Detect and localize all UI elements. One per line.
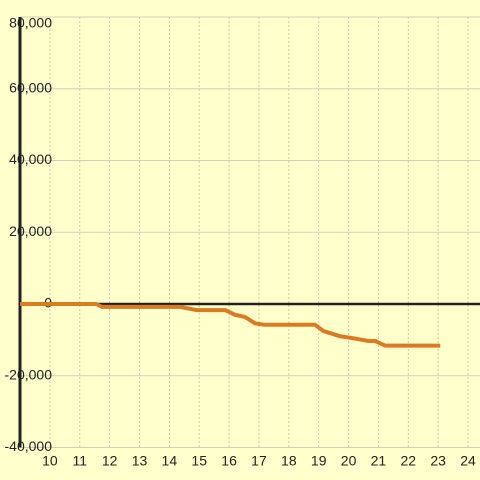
x-tick-label: 15 xyxy=(191,453,207,469)
line xyxy=(20,302,441,348)
x-tick-label: 10 xyxy=(42,453,58,469)
x-tick-label: 22 xyxy=(401,453,417,469)
y-tick-label: -20,000 xyxy=(5,366,53,382)
x-tick-label: 24 xyxy=(460,453,476,469)
x-tick-label: 21 xyxy=(371,453,387,469)
y-tick-label: 20,000 xyxy=(9,223,52,239)
x-tick-label: 19 xyxy=(311,453,327,469)
x-tick-label: 17 xyxy=(251,453,267,469)
y-tick-label: -40,000 xyxy=(5,438,53,454)
x-tick-label: 23 xyxy=(430,453,446,469)
x-tick-label: 14 xyxy=(162,453,178,469)
y-tick-label: 80,000 xyxy=(9,15,52,31)
x-tick-label: 12 xyxy=(102,453,118,469)
x-tick-label: 13 xyxy=(132,453,148,469)
y-tick-label: 40,000 xyxy=(9,151,52,167)
x-tick-label: 20 xyxy=(341,453,357,469)
x-tick-label: 16 xyxy=(221,453,237,469)
y-tick-label: 60,000 xyxy=(9,79,52,95)
x-tick-label: 11 xyxy=(72,453,87,469)
x-tick-label: 18 xyxy=(281,453,297,469)
